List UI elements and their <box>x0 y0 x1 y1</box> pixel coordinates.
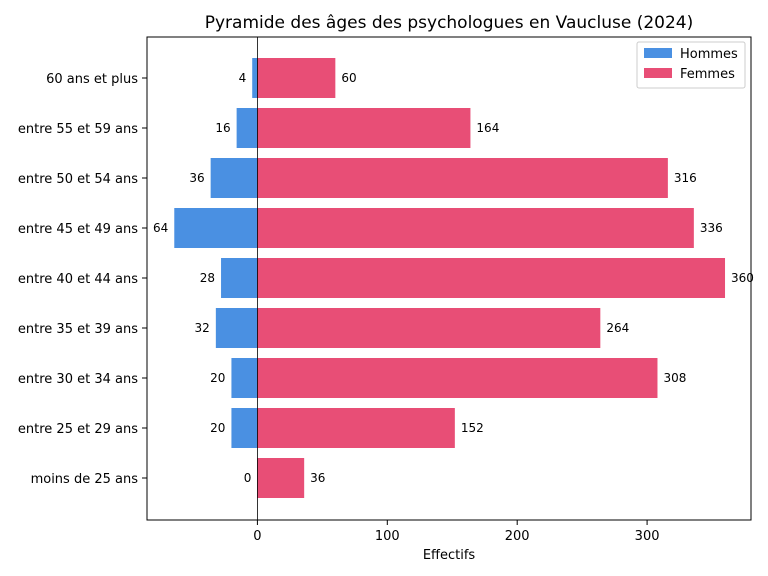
y-tick-label: entre 50 et 54 ans <box>18 172 138 187</box>
bar-hommes <box>215 308 258 348</box>
data-label-hommes: 4 <box>239 71 247 85</box>
legend-swatch-femmes <box>644 68 672 78</box>
legend-label-femmes: Femmes <box>680 67 735 82</box>
data-label-femmes: 60 <box>341 71 356 85</box>
data-label-hommes: 16 <box>215 121 230 135</box>
y-tick-label: entre 45 et 49 ans <box>18 222 138 237</box>
data-label-hommes: 64 <box>153 221 168 235</box>
y-tick-label: entre 25 et 29 ans <box>18 422 138 437</box>
bar-femmes <box>257 108 471 148</box>
plot-frame <box>146 36 752 521</box>
data-label-femmes: 264 <box>606 321 629 335</box>
y-tick-label: entre 40 et 44 ans <box>18 272 138 287</box>
bar-hommes <box>210 158 258 198</box>
legend-label-hommes: Hommes <box>680 47 738 62</box>
y-tick-label: entre 55 et 59 ans <box>18 122 138 137</box>
y-tick-label: entre 30 et 34 ans <box>18 372 138 387</box>
data-label-femmes: 316 <box>674 171 697 185</box>
bar-femmes <box>257 308 601 348</box>
bars-group: 0 36 20 152 20 308 32 264 28 360 64 336 36 316 16 164 4 6… <box>153 37 754 520</box>
y-tick-label: 60 ans et plus <box>46 72 138 87</box>
data-label-hommes: 0 <box>244 471 252 485</box>
data-label-femmes: 164 <box>476 121 499 135</box>
x-axis-label: Effectifs <box>423 548 476 563</box>
bar-femmes <box>257 158 668 198</box>
data-label-hommes: 20 <box>210 371 225 385</box>
data-label-hommes: 32 <box>195 321 210 335</box>
bar-femmes <box>257 458 305 498</box>
y-tick-label: moins de 25 ans <box>31 472 139 487</box>
bar-femmes <box>257 258 726 298</box>
x-tick-label: 200 <box>505 529 530 544</box>
data-label-femmes: 152 <box>461 421 484 435</box>
data-label-hommes: 20 <box>210 421 225 435</box>
bar-hommes <box>252 58 258 98</box>
data-label-hommes: 36 <box>189 171 204 185</box>
bar-hommes <box>231 358 258 398</box>
legend: Hommes Femmes <box>636 41 746 89</box>
x-tick-label: 100 <box>375 529 400 544</box>
data-label-femmes: 360 <box>731 271 754 285</box>
data-label-femmes: 336 <box>700 221 723 235</box>
legend-swatch-hommes <box>644 48 672 58</box>
x-tick-label: 0 <box>253 529 261 544</box>
data-label-femmes: 308 <box>663 371 686 385</box>
bar-hommes <box>174 208 258 248</box>
x-axis: 0 100 200 300 <box>253 520 660 544</box>
bar-hommes <box>231 408 258 448</box>
y-tick-label: entre 35 et 39 ans <box>18 322 138 337</box>
y-axis-labels: moins de 25 ans entre 25 et 29 ans entre 3… <box>18 72 147 487</box>
bar-hommes <box>221 258 258 298</box>
bar-femmes <box>257 408 455 448</box>
data-label-hommes: 28 <box>200 271 215 285</box>
chart-title: Pyramide des âges des psychologues en Va… <box>205 13 693 33</box>
bar-hommes <box>236 108 258 148</box>
bar-femmes <box>257 358 658 398</box>
bar-femmes <box>257 208 694 248</box>
data-label-femmes: 36 <box>310 471 325 485</box>
x-tick-label: 300 <box>635 529 660 544</box>
bar-femmes <box>257 58 336 98</box>
